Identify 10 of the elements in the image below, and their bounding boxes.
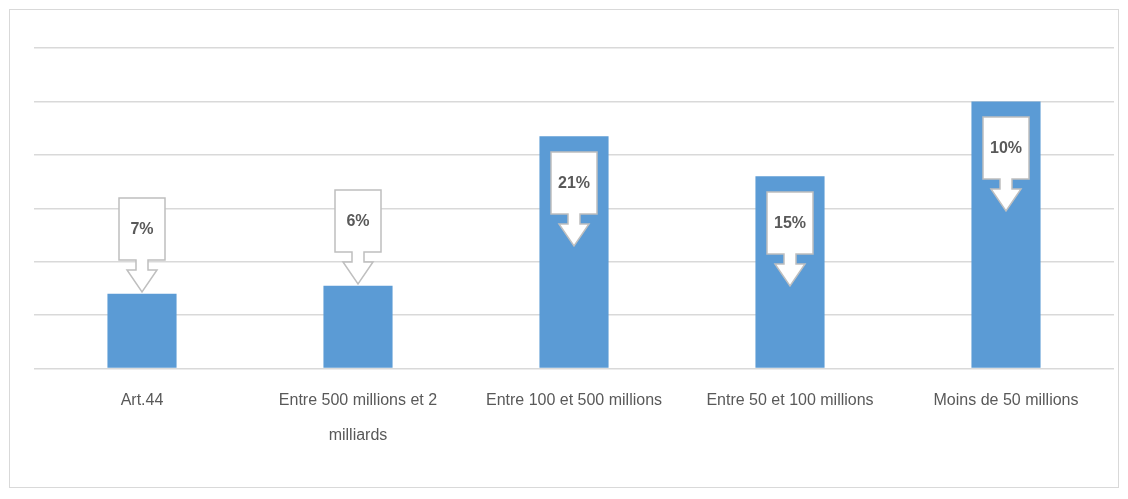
x-tick-label: Entre 100 et 500 millions <box>485 390 663 408</box>
x-tick-label: Entre 500 millions et 2 milliards <box>278 390 438 443</box>
annotation: 7% <box>129 218 155 239</box>
x-tick-label: Entre 50 et 100 millions <box>706 390 874 408</box>
annotation: 15% <box>773 213 807 234</box>
x-tick-label: Moins de 50 millions <box>933 390 1079 408</box>
annotation: 21% <box>557 173 591 194</box>
x-tick-label: Art.44 <box>120 390 164 408</box>
annotation: 10% <box>989 138 1023 159</box>
annotation: 6% <box>345 210 371 231</box>
